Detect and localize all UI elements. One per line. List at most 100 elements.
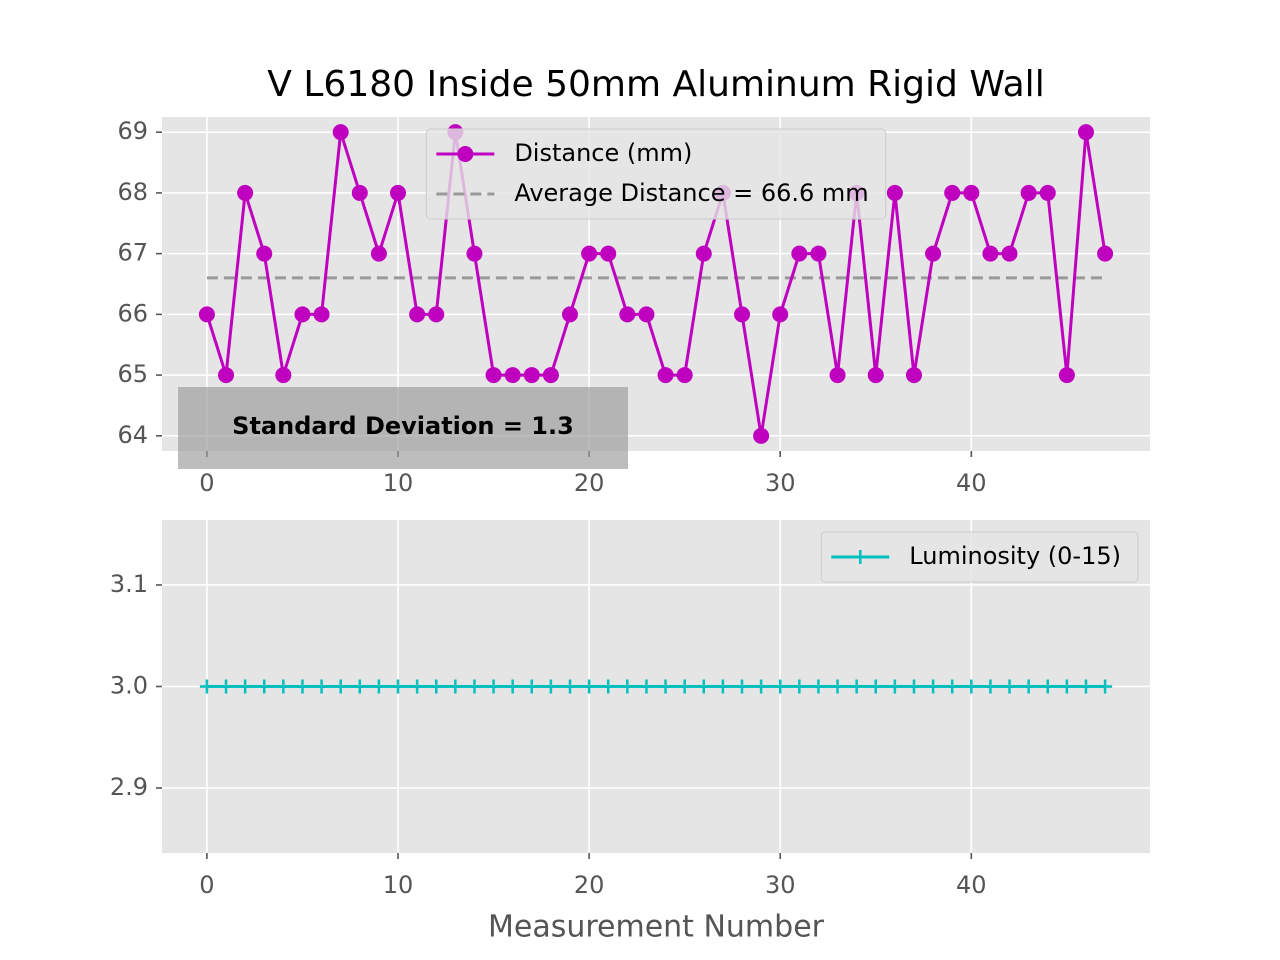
data-point [275,367,292,384]
y-tick-label: 2.9 [110,773,148,801]
data-point [391,679,406,694]
data-point [753,427,770,444]
data-point [390,184,407,201]
x-tick-label: 0 [199,469,214,497]
data-point [505,679,520,694]
annotation-box [178,387,628,469]
data-point [1098,679,1113,694]
data-point [829,367,846,384]
data-point [1039,184,1056,201]
data-point [715,679,730,694]
data-point [830,679,845,694]
x-tick-label: 20 [574,469,605,497]
data-point [810,245,827,262]
legend-label: Average Distance = 66.6 mm [514,179,868,207]
legend: Luminosity (0-15) [820,531,1139,583]
x-tick-label: 40 [956,469,987,497]
x-tick-label: 0 [199,871,214,899]
data-point [1077,124,1094,141]
data-point [677,679,692,694]
x-axis-label: Measurement Number [488,910,825,945]
data-point [257,679,272,694]
y-tick-label: 65 [117,360,148,388]
data-point [1040,679,1055,694]
data-point [409,306,426,323]
data-point [313,306,330,323]
data-point [658,679,673,694]
data-point [944,184,961,201]
data-point [945,679,960,694]
data-point [754,679,769,694]
data-point [733,306,750,323]
data-point [1021,679,1036,694]
data-point [314,679,329,694]
data-point [429,679,444,694]
data-point [868,679,883,694]
x-tick-label: 30 [765,871,796,899]
data-point [467,679,482,694]
data-point [792,679,807,694]
x-tick-label: 20 [574,871,605,899]
data-point [352,679,367,694]
data-point [1002,679,1017,694]
data-point [926,679,941,694]
y-tick-label: 3.1 [110,570,148,598]
data-point [773,679,788,694]
data-point [276,679,291,694]
legend-marker [457,146,474,162]
data-point [198,306,215,323]
data-point [238,679,253,694]
data-point [219,679,234,694]
data-point [466,245,483,262]
data-point [791,245,808,262]
data-point [600,245,617,262]
data-point [428,306,445,323]
data-point [332,124,349,141]
data-point [542,367,559,384]
x-tick-label: 10 [383,469,414,497]
data-point [1001,245,1018,262]
y-tick-label: 69 [117,117,148,145]
y-tick-label: 64 [117,421,148,449]
y-tick-label: 67 [117,239,148,267]
x-tick-label: 30 [765,469,796,497]
data-point [619,306,636,323]
data-point [371,679,386,694]
data-point [905,367,922,384]
data-point [448,679,463,694]
data-point [485,367,502,384]
legend-label: Distance (mm) [514,139,692,167]
data-point [963,184,980,201]
legend-box [820,531,1139,583]
data-point [1059,679,1074,694]
data-point [581,245,598,262]
data-point [486,679,501,694]
annotation: Standard Deviation = 1.3 [232,412,574,440]
x-tick-label: 10 [383,871,414,899]
data-point [982,245,999,262]
data-point [734,679,749,694]
data-point [582,679,597,694]
legend: Distance (mm) Average Distance = 66.6 mm [425,128,887,220]
data-point [237,184,254,201]
data-point [696,679,711,694]
data-point [199,679,214,694]
data-point [867,367,884,384]
legend-label: Luminosity (0-15) [909,542,1121,570]
chart-title: V L6180 Inside 50mm Aluminum Rigid Wall [267,64,1044,105]
data-point [638,306,655,323]
y-tick-label: 68 [117,178,148,206]
data-point [294,306,311,323]
data-point [1097,245,1114,262]
data-point [218,367,235,384]
data-point [333,679,348,694]
data-point [964,679,979,694]
data-point [657,367,674,384]
data-point [906,679,921,694]
y-tick-label: 3.0 [110,672,148,700]
x-tick-label: 40 [956,871,987,899]
data-point [886,184,903,201]
data-point [849,679,864,694]
data-point [351,184,368,201]
